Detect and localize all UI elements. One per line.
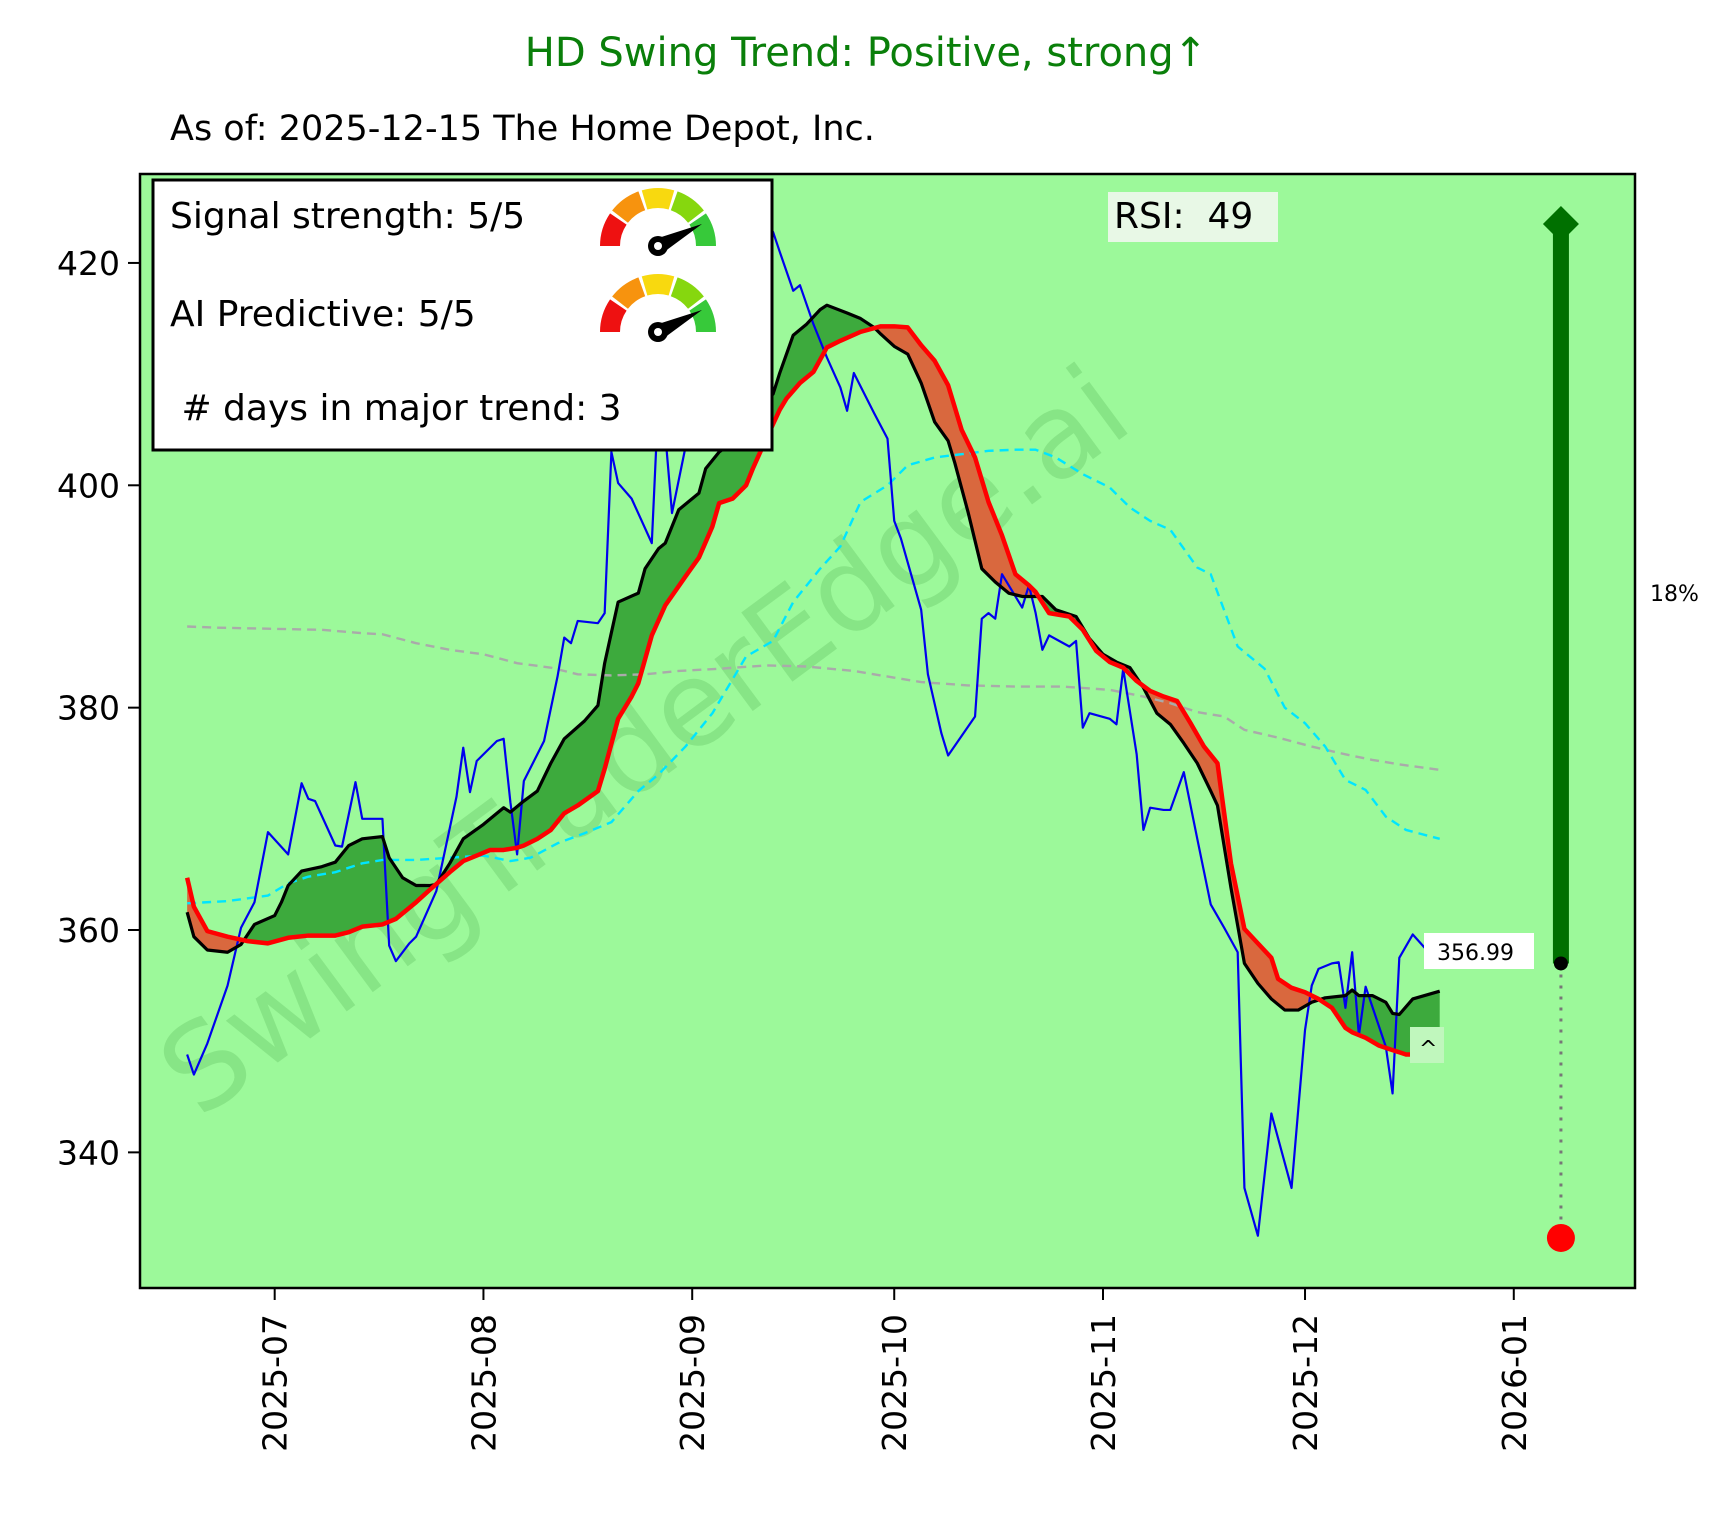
x-tick-label: 2026-01 — [1495, 1314, 1534, 1452]
gauge-hub-center — [654, 242, 662, 250]
info-box: Signal strength: 5/5 AI Predictive: 5/5 … — [151, 178, 774, 452]
caret-box — [1410, 1027, 1444, 1063]
gauge-segment — [670, 191, 704, 223]
y-tick-label: 380 — [57, 689, 120, 728]
gauge-segment — [612, 277, 646, 309]
x-tick-label: 2025-07 — [256, 1314, 295, 1452]
y-tick-label: 420 — [57, 244, 120, 283]
y-tick-label: 340 — [57, 1133, 120, 1172]
plot-frame — [138, 172, 1637, 1290]
x-tick-label: 2025-12 — [1286, 1314, 1325, 1452]
x-tick-label: 2025-11 — [1084, 1314, 1123, 1452]
x-tick-label: 2025-08 — [464, 1314, 503, 1452]
chart-title: HD Swing Trend: Positive, strong↑ — [525, 30, 1207, 76]
info-box-frame — [151, 178, 774, 452]
last-price-label: 356.99 — [1437, 941, 1514, 966]
gauge-segment — [689, 299, 716, 332]
bullish-fill-area — [437, 305, 876, 883]
gauge-segment — [641, 188, 675, 210]
caret-label: ^ — [1419, 1037, 1437, 1062]
y-tick-label: 400 — [57, 466, 120, 505]
fast-ma-line — [185, 303, 1441, 1017]
rsi-label: RSI: 49 — [1114, 196, 1253, 237]
gauge-segment — [641, 274, 675, 296]
signal-strength-gauge-icon — [600, 188, 716, 256]
mid-term-ma-line — [187, 448, 1441, 905]
signal-strength-label: Signal strength: 5/5 — [170, 196, 525, 237]
target-pct-label: 18% — [1650, 582, 1699, 607]
chart-subtitle: As of: 2025-12-15 The Home Depot, Inc. — [170, 109, 875, 149]
gauge-segment — [670, 277, 704, 309]
bullish-fill-area — [1320, 990, 1440, 1055]
gauge-segment — [612, 191, 646, 223]
x-tick-label: 2025-10 — [875, 1314, 914, 1452]
gauge-segment — [689, 213, 716, 246]
ai-predictive-label: AI Predictive: 5/5 — [170, 294, 476, 335]
gauge-segment — [600, 299, 627, 332]
target-arrow-head — [1542, 206, 1579, 243]
long-term-ma-line — [187, 625, 1440, 772]
rsi-box — [1108, 192, 1278, 242]
gauge-hub-center — [654, 328, 662, 336]
x-tick-label: 2025-09 — [673, 1314, 712, 1452]
ai-predictive-gauge-icon — [600, 274, 716, 342]
stop-loss-dot — [1546, 1223, 1575, 1252]
days-in-trend-label: # days in major trend: 3 — [170, 388, 622, 429]
bearish-fill-area — [187, 877, 245, 953]
y-tick-label: 360 — [57, 911, 120, 950]
last-price-box — [1424, 933, 1534, 969]
price-line — [186, 222, 1441, 1237]
gauge-segment — [600, 213, 627, 246]
slow-ma-line — [184, 324, 1440, 1057]
last-price-dot — [1553, 956, 1568, 971]
